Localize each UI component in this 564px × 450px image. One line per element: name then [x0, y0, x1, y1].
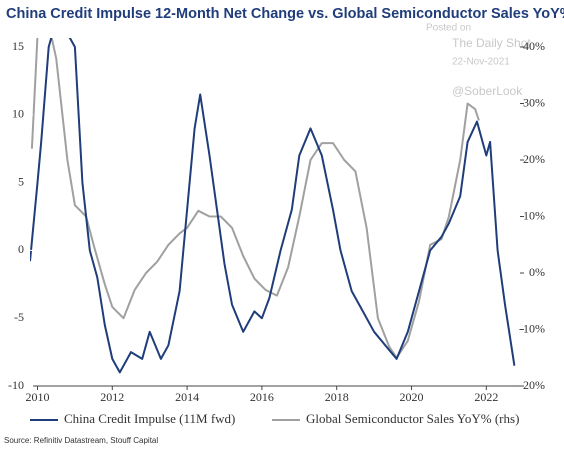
- x-tick-label: 2022: [474, 390, 498, 404]
- x-tick-label: 2010: [25, 390, 49, 404]
- y2-tick-label: -20%: [519, 378, 545, 392]
- y-tick-label: 5: [18, 174, 24, 188]
- x-tick-label: 2012: [100, 390, 124, 404]
- watermark: The Daily Shot: [452, 36, 531, 50]
- y2-tick-label: 0%: [529, 265, 545, 279]
- chart-title: China Credit Impulse 12-Month Net Change…: [6, 6, 564, 22]
- y-tick-label: -5: [14, 310, 24, 324]
- source: Source: Refinitiv Datastream, Stouff Cap…: [4, 436, 158, 445]
- legend-label: Global Semiconductor Sales YoY% (rhs): [306, 411, 519, 426]
- y2-tick-label: 30%: [523, 95, 545, 109]
- y2-tick-label: 40%: [523, 39, 545, 53]
- x-tick-label: 2020: [400, 390, 424, 404]
- y-tick-label: 15: [12, 39, 24, 53]
- y-tick-label: 0: [18, 242, 24, 256]
- series-line: [30, 38, 516, 374]
- y-tick-label: 10: [12, 107, 24, 121]
- x-tick-label: 2018: [325, 390, 349, 404]
- watermark: Posted on: [426, 23, 471, 34]
- x-tick-label: 2016: [250, 390, 274, 404]
- series-line: [30, 38, 480, 359]
- y2-tick-label: -10%: [519, 321, 545, 335]
- y-tick-label: -10: [8, 378, 24, 392]
- x-tick-label: 2014: [175, 390, 199, 404]
- watermark: @SoberLook: [452, 84, 523, 98]
- y2-tick-label: 20%: [523, 152, 545, 166]
- legend-label: China Credit Impulse (11M fwd): [64, 411, 235, 426]
- watermark: 22-Nov-2021: [452, 57, 510, 68]
- y2-tick-label: 10%: [523, 208, 545, 222]
